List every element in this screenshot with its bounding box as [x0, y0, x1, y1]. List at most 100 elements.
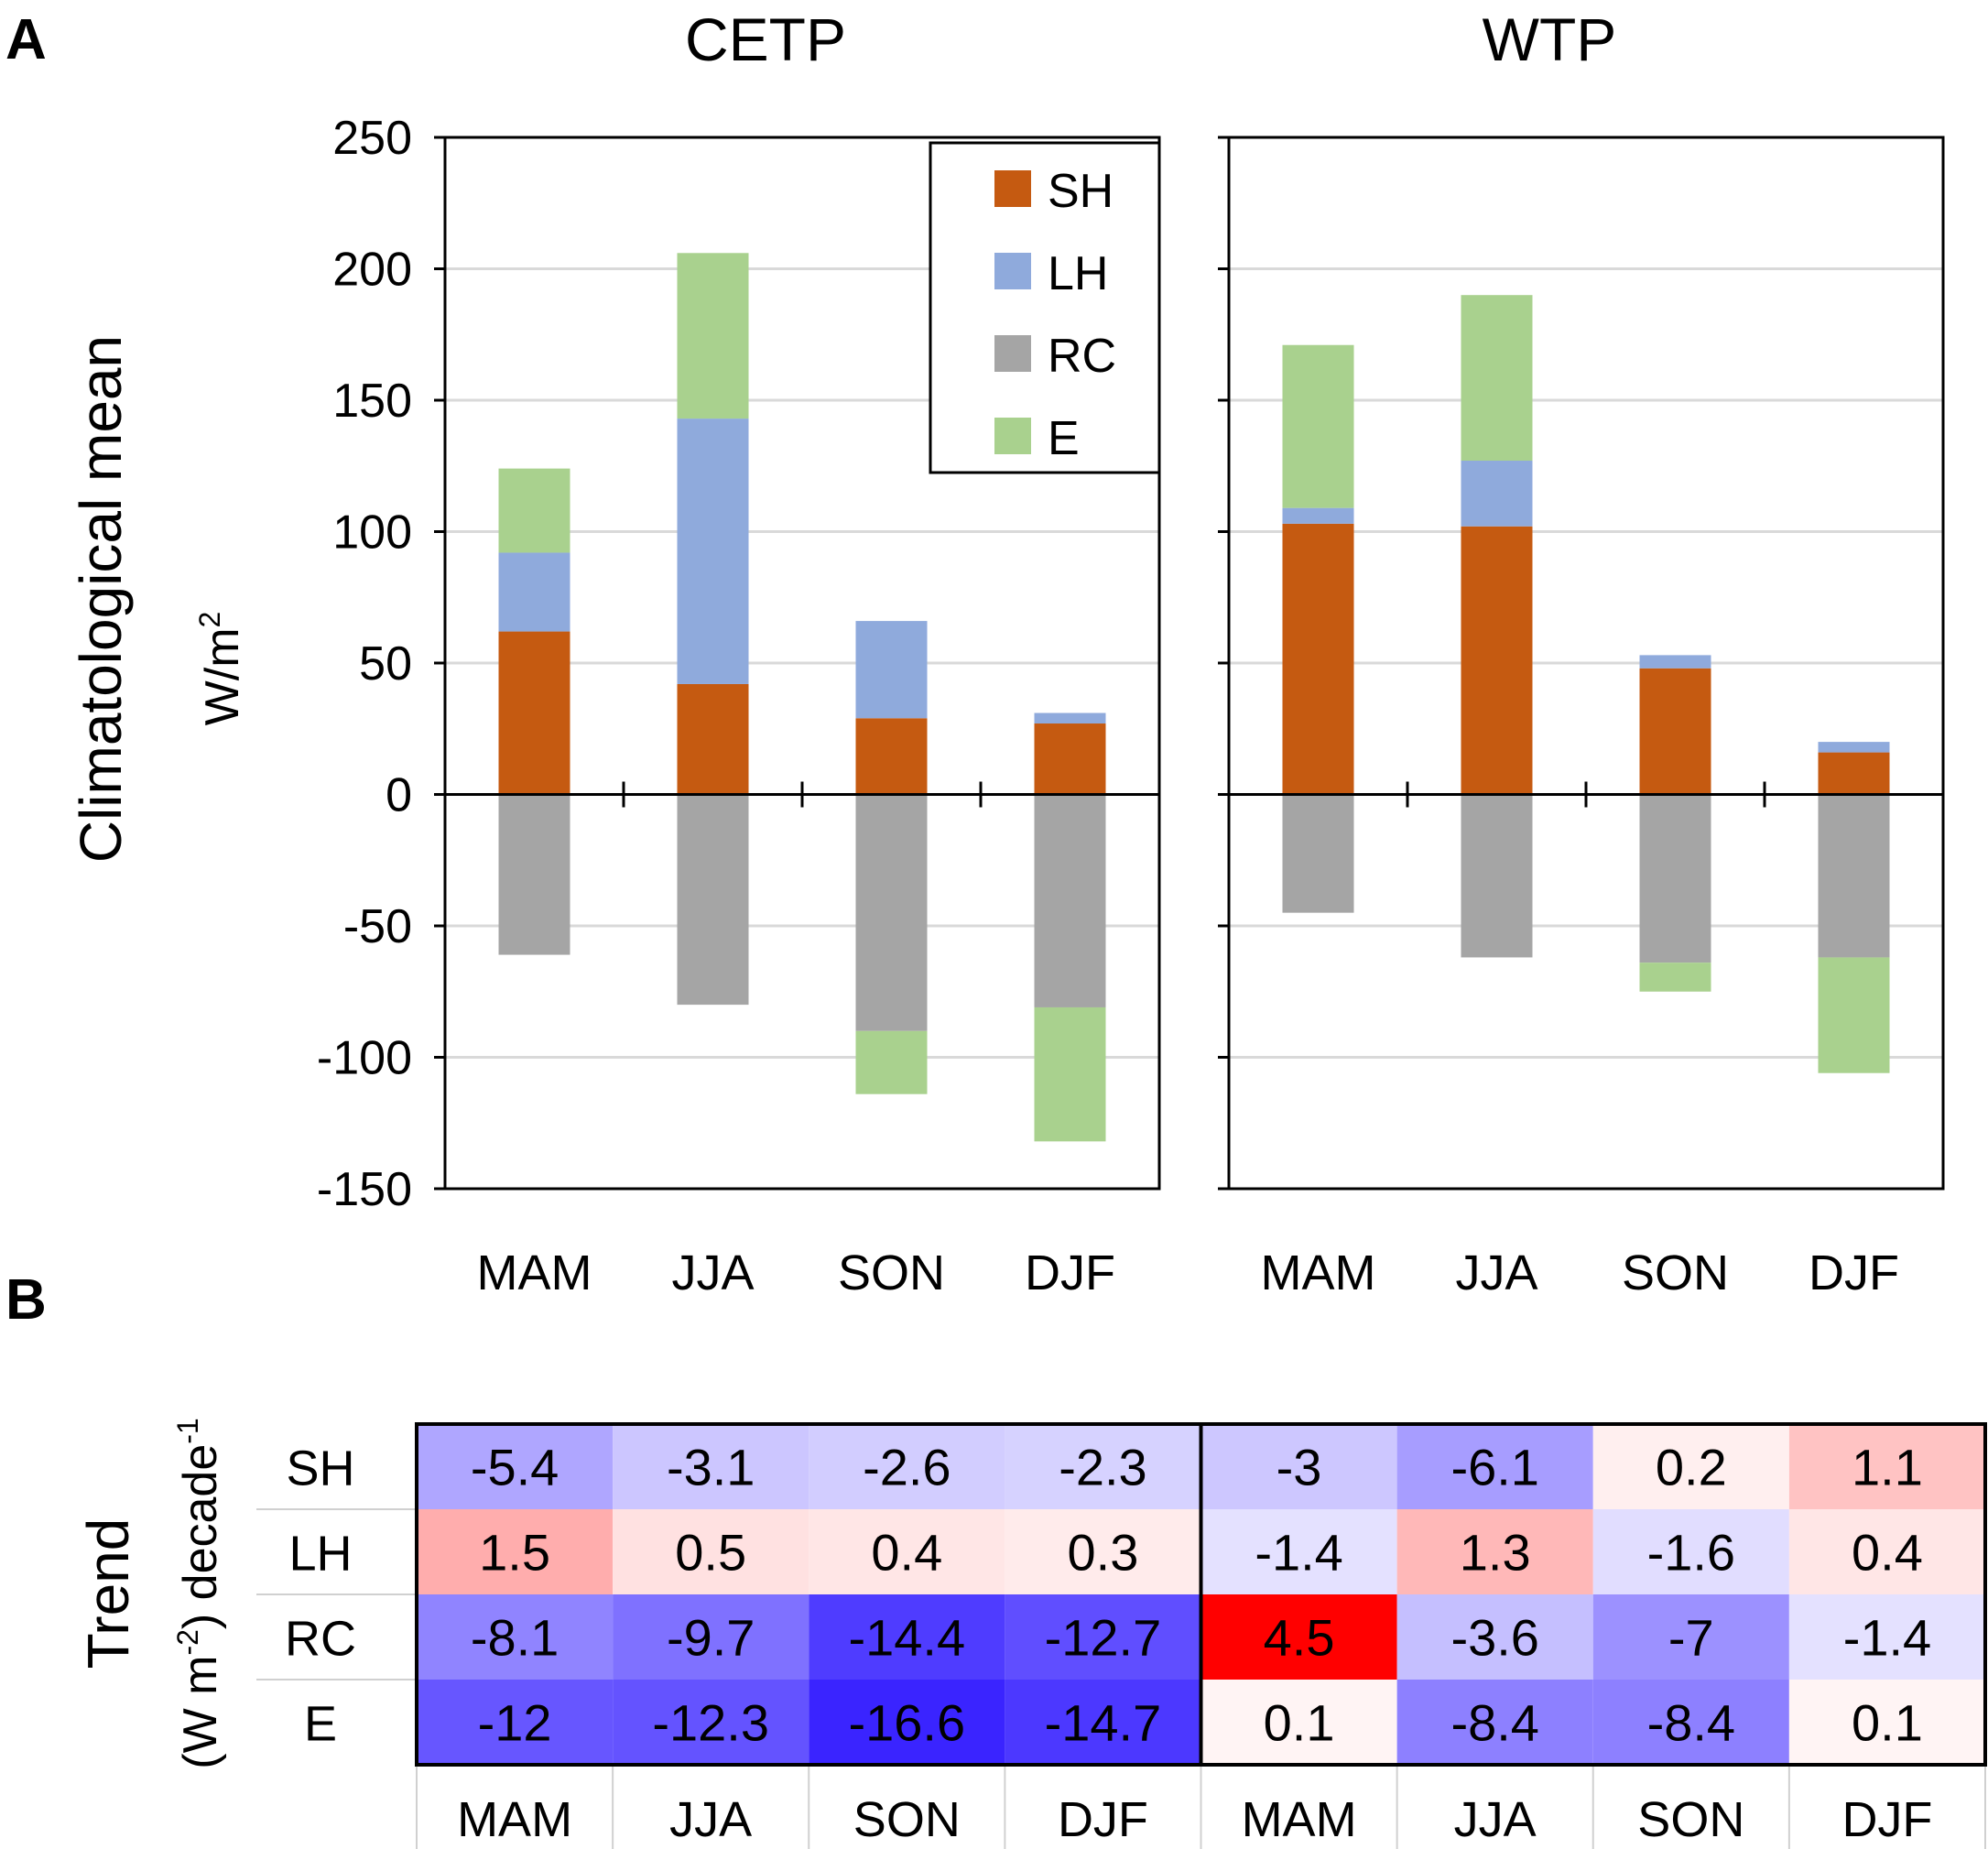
heatmap-cell-value: -1.6: [1647, 1524, 1736, 1582]
heatmap-row-label-rc: RC: [285, 1612, 356, 1667]
heatmap-cell-value: -8.1: [471, 1609, 559, 1667]
wtp-bar-lh-djf: [1818, 742, 1890, 753]
legend-swatch-lh: [994, 253, 1031, 289]
wtp-bar-e-jja: [1461, 295, 1533, 462]
legend-swatch-rc: [994, 335, 1031, 372]
legend-swatch-sh: [994, 170, 1031, 207]
wtp-plot-frame: [1227, 136, 1945, 1191]
heatmap-cell: [1592, 1509, 1789, 1594]
y-axis-unit: W/m2: [193, 612, 249, 726]
cetp-bar-e-son: [855, 1030, 928, 1094]
wtp-bar-sh-mam: [1282, 523, 1354, 795]
cetp-bar-e-jja: [677, 253, 749, 419]
heatmap-cell: [1005, 1680, 1201, 1765]
heatmap-cell: [1788, 1424, 1985, 1509]
wtp-bar-sh-djf: [1818, 752, 1890, 795]
heatmap-row-label-e: E: [304, 1697, 337, 1752]
heatmap-cell-value: -12.3: [652, 1694, 769, 1752]
heatmap-column-label: JJA: [669, 1792, 752, 1847]
wtp-bar-lh-son: [1639, 655, 1711, 669]
cetp-bar-lh-mam: [498, 552, 570, 632]
heatmap-cell-value: -2.3: [1059, 1439, 1147, 1496]
wtp-bar-rc-son: [1639, 794, 1711, 963]
heatmap-cell-value: -3: [1276, 1439, 1322, 1496]
heatmap-cell: [1005, 1424, 1201, 1509]
heatmap-cell: [613, 1680, 809, 1765]
panel-letter-b: B: [5, 1268, 47, 1332]
wtp-category-label: DJF: [1809, 1245, 1899, 1300]
legend-label-rc: RC: [1048, 330, 1116, 383]
cetp-category-label: JJA: [671, 1245, 754, 1300]
heatmap-cell: [1005, 1509, 1201, 1594]
heatmap-y-axis-unit: (W m-2) decade-1: [171, 1418, 227, 1768]
heatmap-cell-value: -12.7: [1045, 1609, 1162, 1667]
heatmap-cell-value: 4.5: [1264, 1609, 1335, 1667]
wtp-category-label: JJA: [1455, 1245, 1537, 1300]
chart-wtp: MAM JJA SON DJF WTP: [1218, 5, 1945, 1300]
heatmap-column-label: DJF: [1058, 1792, 1148, 1847]
heatmap-cell: [809, 1680, 1005, 1765]
legend-label-sh: SH: [1048, 165, 1113, 218]
cetp-bar-lh-son: [855, 621, 928, 719]
heatmap-cell: [613, 1509, 809, 1594]
heatmap-cell-value: 0.4: [1852, 1524, 1923, 1582]
heatmap-cell-value: -14.7: [1045, 1694, 1162, 1752]
wtp-bar-sh-jja: [1461, 526, 1533, 795]
heatmap-group-frame-wtp: [1199, 1422, 1987, 1767]
heatmap-cell-value: -5.4: [471, 1439, 559, 1496]
cetp-y-tick-label: 0: [386, 769, 412, 822]
heatmap-cell: [1200, 1680, 1397, 1765]
heatmap-cell-value: -8.4: [1647, 1694, 1736, 1752]
heatmap-cell: [417, 1594, 614, 1680]
cetp-y-tick-label: -100: [317, 1032, 412, 1085]
cetp-y-tick-label: 250: [332, 112, 412, 165]
heatmap-cell: [417, 1509, 614, 1594]
heatmap-y-axis-label: Trend: [75, 1518, 141, 1670]
heatmap-cell-value: -7: [1668, 1609, 1714, 1667]
cetp-category-label: SON: [838, 1245, 945, 1300]
legend-label-e: E: [1048, 412, 1080, 465]
heatmap-cell: [1200, 1424, 1397, 1509]
heatmap-column-label: SON: [1637, 1792, 1744, 1847]
heatmap-cell: [1005, 1594, 1201, 1680]
heatmap-cell-value: 0.4: [871, 1524, 942, 1582]
heatmap-cell-value: 0.1: [1264, 1694, 1335, 1752]
chart-cetp: MAM JJA SON DJF -150 -100 -50 0 50 100 150 200 250 CE…: [68, 5, 1161, 1300]
heatmap-cell-value: 0.2: [1656, 1439, 1727, 1496]
heatmap-cell: [1396, 1594, 1593, 1680]
wtp-bar-sh-son: [1639, 668, 1711, 795]
heatmap-cell-value: 0.3: [1068, 1524, 1139, 1582]
heatmap-cell: [1396, 1509, 1593, 1594]
heatmap-cell-value: -3.6: [1450, 1609, 1539, 1667]
legend-label-lh: LH: [1048, 247, 1108, 300]
heatmap-cell: [613, 1594, 809, 1680]
wtp-bar-lh-jja: [1461, 461, 1533, 527]
cetp-y-tick-label: 100: [332, 506, 412, 560]
heatmap-cell-value: -1.4: [1843, 1609, 1932, 1667]
heatmap-cell: [1200, 1509, 1397, 1594]
heatmap-cell-value: -1.4: [1255, 1524, 1343, 1582]
cetp-category-label: MAM: [477, 1245, 592, 1300]
cetp-bar-lh-djf: [1034, 712, 1106, 724]
wtp-bar-rc-jja: [1461, 794, 1533, 958]
wtp-bar-rc-djf: [1818, 794, 1890, 958]
wtp-bar-lh-mam: [1282, 507, 1354, 524]
heatmap-cell-value: -3.1: [667, 1439, 755, 1496]
heatmap-column-label: JJA: [1454, 1792, 1537, 1847]
cetp-y-tick-label: 150: [332, 375, 412, 428]
heatmap-cell: [809, 1509, 1005, 1594]
heatmap-cell-value: -8.4: [1450, 1694, 1539, 1752]
heatmap-cell-value: 1.3: [1460, 1524, 1531, 1582]
cetp-bar-rc-son: [855, 794, 928, 1031]
y-axis-label: Climatological mean: [68, 335, 134, 863]
heatmap-column-label: MAM: [1242, 1792, 1357, 1847]
heatmap-cell: [1592, 1424, 1789, 1509]
cetp-y-tick-label: 200: [332, 244, 412, 297]
heatmap-row-label-sh: SH: [286, 1441, 354, 1496]
cetp-bar-rc-djf: [1034, 794, 1106, 1007]
heatmap-cell-value: 0.5: [675, 1524, 746, 1582]
heatmap-row-label-lh: LH: [288, 1527, 352, 1582]
heatmap-cell: [809, 1594, 1005, 1680]
cetp-bar-e-djf: [1034, 1006, 1106, 1142]
